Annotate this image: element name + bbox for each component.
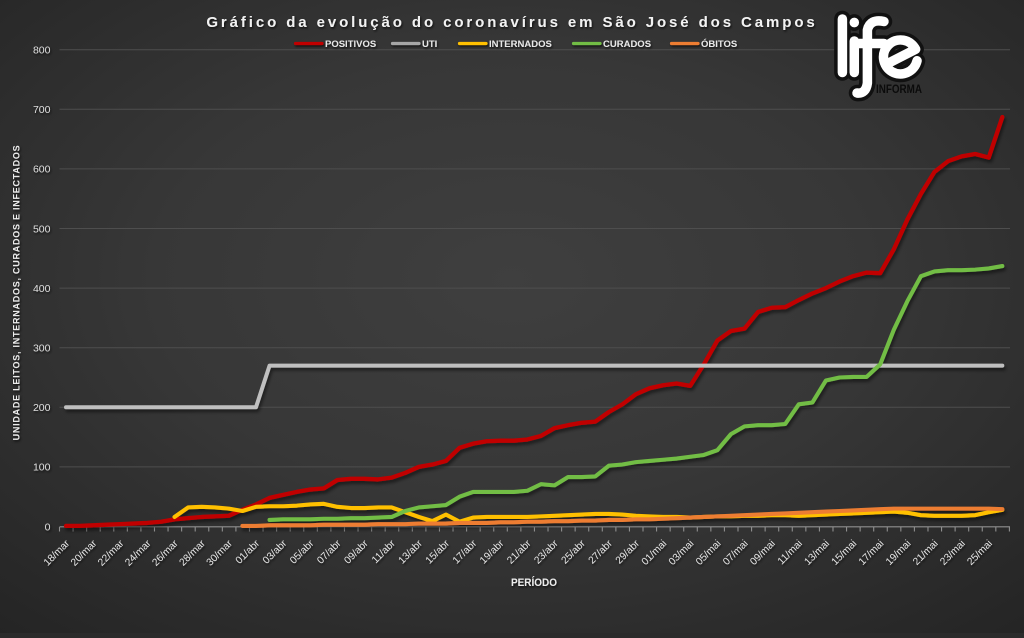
svg-text:800: 800 [33,45,51,57]
svg-text:UTI: UTI [422,39,437,50]
svg-text:INTERNADOS: INTERNADOS [489,39,552,50]
svg-text:INFORMA: INFORMA [876,82,922,96]
svg-text:0: 0 [45,521,51,533]
svg-text:UNIDADE LEITOS, INTERNADOS, CU: UNIDADE LEITOS, INTERNADOS, CURADOS E IN… [12,145,22,441]
svg-text:400: 400 [33,283,51,295]
svg-text:700: 700 [33,104,51,116]
svg-text:ÓBITOS: ÓBITOS [701,38,737,50]
svg-text:100: 100 [33,462,51,474]
svg-text:200: 200 [33,402,51,414]
svg-text:POSITIVOS: POSITIVOS [325,39,376,50]
svg-text:300: 300 [33,343,51,355]
svg-text:CURADOS: CURADOS [603,39,651,50]
svg-text:PERÍODO: PERÍODO [511,576,557,589]
svg-text:600: 600 [33,164,51,176]
svg-text:500: 500 [33,223,51,235]
svg-text:Gráfico da evolução do coronav: Gráfico da evolução do coronavírus em Sã… [206,14,817,31]
